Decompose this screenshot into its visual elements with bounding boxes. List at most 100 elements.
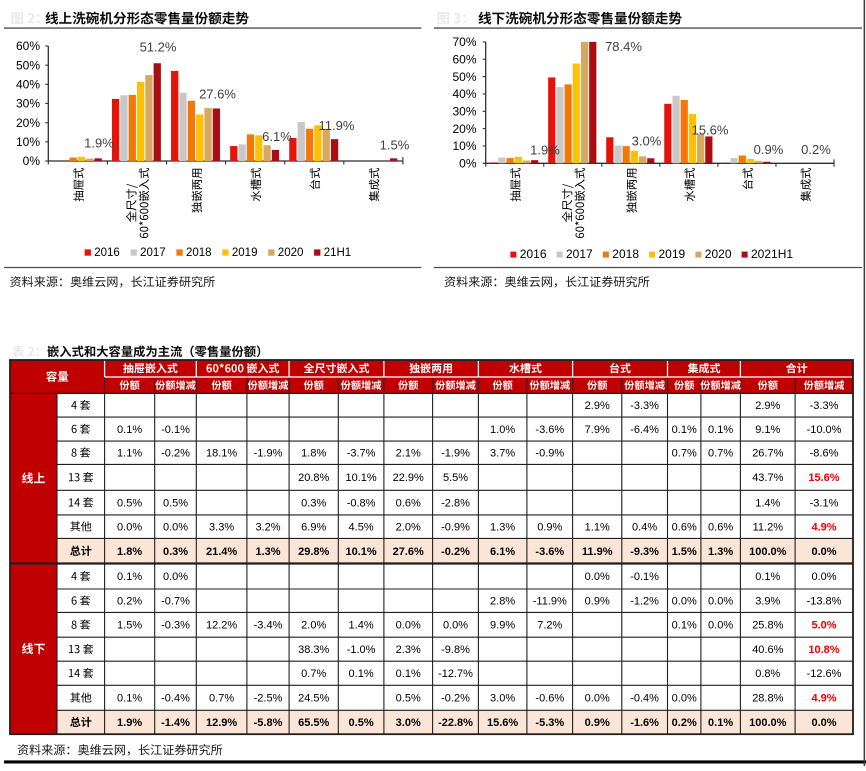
svg-text:0.7%: 0.7% [708, 448, 733, 460]
svg-text:15.6%: 15.6% [692, 123, 729, 138]
svg-text:-0.2%: -0.2% [441, 693, 470, 705]
svg-text:-10.0%: -10.0% [807, 424, 842, 436]
svg-text:0.1%: 0.1% [117, 571, 142, 583]
svg-text:0.9%: 0.9% [754, 142, 784, 157]
svg-text:-2.5%: -2.5% [254, 693, 283, 705]
svg-text:0.4%: 0.4% [632, 522, 657, 534]
svg-text:1.5%: 1.5% [117, 620, 142, 632]
svg-text:0.2%: 0.2% [801, 142, 831, 157]
svg-text:51.2%: 51.2% [140, 40, 177, 55]
svg-text:0%: 0% [459, 157, 477, 171]
svg-text:9.9%: 9.9% [490, 620, 515, 632]
svg-text:-3.6%: -3.6% [535, 424, 564, 436]
svg-text:12.9%: 12.9% [206, 717, 237, 729]
svg-text:26.7%: 26.7% [752, 448, 783, 460]
svg-text:0.5%: 0.5% [396, 693, 421, 705]
svg-text:1.1%: 1.1% [117, 448, 142, 460]
svg-text:27.6%: 27.6% [199, 87, 236, 102]
svg-text:-0.2%: -0.2% [441, 546, 470, 558]
svg-text:0.1%: 0.1% [708, 424, 733, 436]
svg-text:4.9%: 4.9% [811, 693, 836, 705]
svg-text:0.0%: 0.0% [708, 596, 733, 608]
svg-text:-3.6%: -3.6% [535, 546, 564, 558]
svg-text:-1.2%: -1.2% [630, 596, 659, 608]
svg-text:25.8%: 25.8% [752, 620, 783, 632]
svg-text:60%: 60% [16, 39, 40, 53]
svg-text:-9.8%: -9.8% [441, 644, 470, 656]
svg-text:43.7%: 43.7% [752, 472, 783, 484]
svg-text:100.0%: 100.0% [749, 717, 787, 729]
svg-text:-1.0%: -1.0% [347, 644, 376, 656]
svg-text:0.2%: 0.2% [672, 717, 697, 729]
svg-text:29.8%: 29.8% [298, 546, 329, 558]
svg-text:-3.7%: -3.7% [347, 448, 376, 460]
svg-text:0.0%: 0.0% [811, 717, 836, 729]
svg-text:7.2%: 7.2% [537, 620, 562, 632]
svg-text:65.5%: 65.5% [298, 717, 329, 729]
svg-text:2017: 2017 [566, 247, 593, 261]
svg-text:0%: 0% [23, 154, 41, 168]
svg-text:40%: 40% [16, 78, 40, 92]
svg-text:1.3%: 1.3% [708, 546, 733, 558]
svg-text:0.0%: 0.0% [585, 571, 610, 583]
svg-text:0.9%: 0.9% [585, 596, 610, 608]
svg-text:3.3%: 3.3% [209, 522, 234, 534]
svg-text:40%: 40% [452, 87, 476, 101]
svg-text:0.0%: 0.0% [396, 620, 421, 632]
svg-text:-0.4%: -0.4% [630, 693, 659, 705]
svg-text:21H1: 21H1 [324, 247, 352, 259]
svg-text:6.9%: 6.9% [301, 522, 326, 534]
svg-text:1.9%: 1.9% [117, 717, 142, 729]
svg-text:2.0%: 2.0% [301, 620, 326, 632]
svg-text:-6.4%: -6.4% [630, 424, 659, 436]
svg-text:5.5%: 5.5% [443, 472, 468, 484]
svg-text:50%: 50% [452, 70, 476, 84]
svg-text:-11.9%: -11.9% [533, 596, 567, 608]
svg-text:4.9%: 4.9% [811, 522, 836, 534]
svg-text:0.9%: 0.9% [585, 717, 610, 729]
svg-text:2.0%: 2.0% [396, 522, 421, 534]
svg-text:30%: 30% [452, 105, 476, 119]
svg-text:0.8%: 0.8% [755, 668, 780, 680]
svg-text:0.0%: 0.0% [163, 571, 188, 583]
svg-text:1.1%: 1.1% [585, 522, 610, 534]
svg-text:1.4%: 1.4% [755, 498, 780, 510]
svg-text:18.1%: 18.1% [206, 448, 237, 460]
svg-text:0.0%: 0.0% [811, 546, 836, 558]
svg-text:-3.1%: -3.1% [810, 498, 839, 510]
svg-text:70%: 70% [452, 35, 476, 49]
svg-text:50%: 50% [16, 58, 40, 72]
svg-text:-0.8%: -0.8% [347, 498, 376, 510]
svg-text:1.5%: 1.5% [380, 138, 410, 153]
svg-text:11.2%: 11.2% [753, 522, 784, 534]
svg-text:-1.9%: -1.9% [254, 448, 283, 460]
svg-text:6.1%: 6.1% [490, 546, 515, 558]
svg-text:-3.3%: -3.3% [630, 400, 659, 412]
svg-text:0.3%: 0.3% [301, 498, 326, 510]
svg-text:0.5%: 0.5% [117, 498, 142, 510]
svg-text:1.3%: 1.3% [490, 522, 515, 534]
svg-text:4.5%: 4.5% [349, 522, 374, 534]
svg-text:3.2%: 3.2% [255, 522, 280, 534]
svg-text:22.9%: 22.9% [393, 472, 424, 484]
svg-text:-0.4%: -0.4% [161, 693, 190, 705]
svg-text:10.8%: 10.8% [808, 644, 839, 656]
svg-text:0.2%: 0.2% [117, 596, 142, 608]
svg-text:2018: 2018 [612, 247, 639, 261]
svg-text:-0.1%: -0.1% [161, 424, 190, 436]
svg-text:2.1%: 2.1% [396, 448, 421, 460]
svg-text:38.3%: 38.3% [298, 644, 329, 656]
svg-text:0.0%: 0.0% [672, 693, 697, 705]
svg-text:-0.9%: -0.9% [535, 448, 564, 460]
svg-text:20%: 20% [452, 122, 476, 136]
svg-text:-5.8%: -5.8% [254, 717, 283, 729]
svg-text:0.0%: 0.0% [672, 596, 697, 608]
svg-text:-12.7%: -12.7% [438, 668, 473, 680]
svg-text:1.0%: 1.0% [490, 424, 515, 436]
svg-text:2020: 2020 [278, 247, 304, 259]
svg-text:20%: 20% [16, 116, 40, 130]
svg-text:2.9%: 2.9% [755, 400, 780, 412]
svg-text:2021H1: 2021H1 [751, 247, 793, 261]
svg-text:0.0%: 0.0% [811, 571, 836, 583]
svg-text:3.0%: 3.0% [490, 693, 515, 705]
